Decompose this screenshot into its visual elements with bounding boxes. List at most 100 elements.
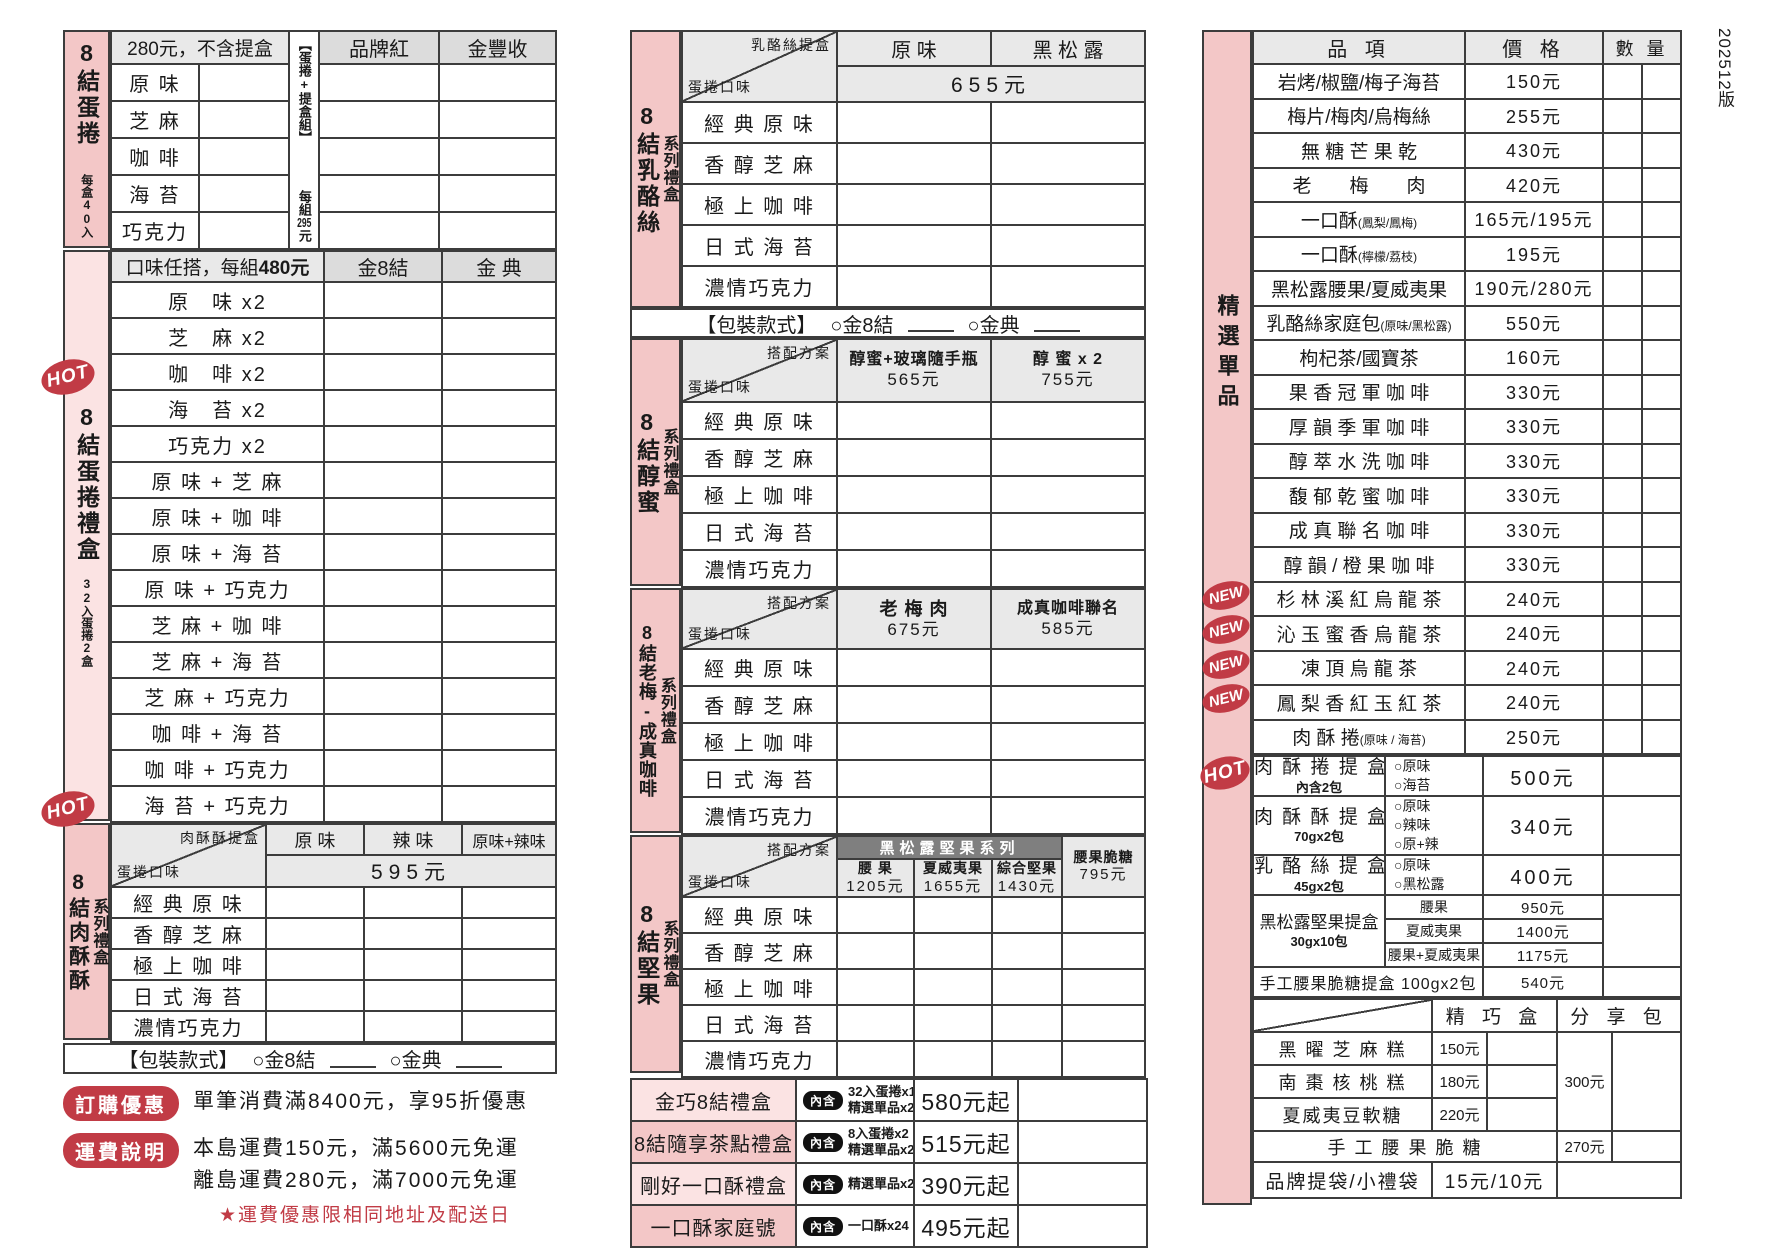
order-qty-cell[interactable] xyxy=(1602,580,1643,617)
order-qty-cell[interactable] xyxy=(836,438,992,477)
order-qty-cell[interactable] xyxy=(836,549,992,588)
order-qty-cell[interactable] xyxy=(1602,235,1643,272)
flavor-option[interactable]: ○辣味 xyxy=(1394,817,1431,834)
order-qty-cell[interactable] xyxy=(1640,63,1683,100)
order-qty-cell[interactable] xyxy=(1611,1130,1682,1164)
order-qty-cell[interactable] xyxy=(461,1010,557,1043)
order-qty-cell[interactable] xyxy=(1017,1078,1148,1122)
order-qty-cell[interactable] xyxy=(835,968,915,1006)
packaging-option[interactable]: ○金典 xyxy=(967,314,1020,337)
order-qty-cell[interactable] xyxy=(1602,63,1643,100)
order-qty-cell[interactable] xyxy=(441,569,557,607)
order-qty-cell[interactable] xyxy=(441,713,557,751)
order-qty-cell[interactable] xyxy=(323,425,443,463)
order-qty-cell[interactable] xyxy=(438,100,557,139)
packaging-blank[interactable] xyxy=(455,1050,502,1068)
order-qty-cell[interactable] xyxy=(1602,408,1643,445)
order-qty-cell[interactable] xyxy=(197,211,291,250)
order-qty-cell[interactable] xyxy=(1602,754,1682,798)
order-qty-cell[interactable] xyxy=(835,1040,915,1078)
order-qty-cell[interactable] xyxy=(438,211,557,250)
order-qty-cell[interactable] xyxy=(835,896,915,934)
order-qty-cell[interactable] xyxy=(441,785,557,823)
order-qty-cell[interactable] xyxy=(836,475,992,514)
order-qty-cell[interactable] xyxy=(318,211,440,250)
order-qty-cell[interactable] xyxy=(836,722,992,761)
order-qty-cell[interactable] xyxy=(323,569,443,607)
order-qty-cell[interactable] xyxy=(990,685,1146,724)
order-qty-cell[interactable] xyxy=(441,605,557,643)
packaging-option[interactable]: ○金8結 xyxy=(252,1050,316,1072)
order-qty-cell[interactable] xyxy=(1602,270,1643,307)
order-qty-cell[interactable] xyxy=(1061,932,1146,970)
order-qty-cell[interactable] xyxy=(1640,511,1683,548)
order-qty-cell[interactable] xyxy=(197,174,291,213)
order-qty-cell[interactable] xyxy=(363,917,463,950)
order-qty-cell[interactable] xyxy=(323,317,443,355)
order-qty-cell[interactable] xyxy=(441,461,557,499)
order-qty-cell[interactable] xyxy=(836,182,992,226)
order-qty-cell[interactable] xyxy=(836,141,992,185)
order-qty-cell[interactable] xyxy=(1556,1161,1682,1200)
order-qty-cell[interactable] xyxy=(1602,373,1643,410)
order-qty-cell[interactable] xyxy=(1602,966,1682,999)
order-qty-cell[interactable] xyxy=(1602,477,1643,514)
order-qty-cell[interactable] xyxy=(1602,511,1643,548)
order-qty-cell[interactable] xyxy=(990,896,1064,934)
order-qty-cell[interactable] xyxy=(265,979,365,1012)
flavor-option[interactable]: ○黑松露 xyxy=(1394,876,1445,893)
order-qty-cell[interactable] xyxy=(318,100,440,139)
order-qty-cell[interactable] xyxy=(461,917,557,950)
order-qty-cell[interactable] xyxy=(912,968,993,1006)
order-qty-cell[interactable] xyxy=(363,1010,463,1043)
order-qty-cell[interactable] xyxy=(441,389,557,427)
order-qty-cell[interactable] xyxy=(1602,894,1682,969)
order-qty-cell[interactable] xyxy=(1602,97,1643,134)
order-qty-cell[interactable] xyxy=(836,512,992,551)
order-qty-cell[interactable] xyxy=(441,281,557,319)
order-qty-cell[interactable] xyxy=(1602,684,1643,721)
order-qty-cell[interactable] xyxy=(990,648,1146,687)
order-qty-cell[interactable] xyxy=(1602,339,1643,376)
flavor-option[interactable]: ○海苔 xyxy=(1394,777,1431,794)
order-qty-cell[interactable] xyxy=(461,886,557,919)
order-qty-cell[interactable] xyxy=(323,749,443,787)
order-qty-cell[interactable] xyxy=(1640,546,1683,583)
order-qty-cell[interactable] xyxy=(1061,896,1146,934)
order-qty-cell[interactable] xyxy=(990,722,1146,761)
order-qty-cell[interactable] xyxy=(990,401,1146,440)
order-qty-cell[interactable] xyxy=(1640,477,1683,514)
order-qty-cell[interactable] xyxy=(1640,97,1683,134)
order-qty-cell[interactable] xyxy=(441,353,557,391)
order-qty-cell[interactable] xyxy=(323,641,443,679)
order-qty-cell[interactable] xyxy=(835,1004,915,1042)
order-qty-cell[interactable] xyxy=(438,137,557,176)
order-qty-cell[interactable] xyxy=(363,948,463,981)
order-qty-cell[interactable] xyxy=(441,749,557,787)
order-qty-cell[interactable] xyxy=(1640,373,1683,410)
order-qty-cell[interactable] xyxy=(1640,304,1683,341)
order-qty-cell[interactable] xyxy=(1640,270,1683,307)
order-qty-cell[interactable] xyxy=(441,425,557,463)
order-qty-cell[interactable] xyxy=(1640,201,1683,238)
order-qty-cell[interactable] xyxy=(990,141,1146,185)
order-qty-cell[interactable] xyxy=(836,100,992,144)
order-qty-cell[interactable] xyxy=(1061,968,1146,1006)
order-qty-cell[interactable] xyxy=(1640,442,1683,479)
packaging-blank[interactable] xyxy=(1033,314,1080,332)
order-qty-cell[interactable] xyxy=(1640,718,1683,755)
order-qty-cell[interactable] xyxy=(912,896,993,934)
order-qty-cell[interactable] xyxy=(318,174,440,213)
order-qty-cell[interactable] xyxy=(990,932,1064,970)
order-qty-cell[interactable] xyxy=(441,641,557,679)
order-qty-cell[interactable] xyxy=(990,223,1146,267)
packaging-option[interactable]: ○金典 xyxy=(389,1050,442,1072)
order-qty-cell[interactable] xyxy=(1611,1031,1682,1133)
order-qty-cell[interactable] xyxy=(461,979,557,1012)
order-qty-cell[interactable] xyxy=(265,1010,365,1043)
order-qty-cell[interactable] xyxy=(363,979,463,1012)
order-qty-cell[interactable] xyxy=(323,677,443,715)
order-qty-cell[interactable] xyxy=(836,759,992,798)
order-qty-cell[interactable] xyxy=(1602,201,1643,238)
order-qty-cell[interactable] xyxy=(1602,718,1643,755)
